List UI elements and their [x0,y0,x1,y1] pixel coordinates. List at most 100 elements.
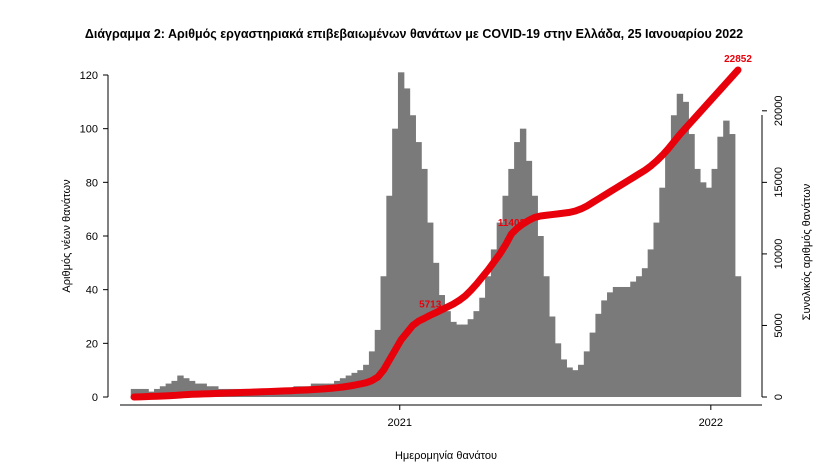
bar [653,222,660,397]
bar [705,187,713,397]
y-right-tick-label: 15000 [773,167,785,198]
bar [531,195,538,397]
bar [171,380,178,397]
y-axis-left-title: Αριθμός νέων θανάτων [61,179,73,293]
bar [583,351,591,397]
bar [450,321,457,397]
bar [368,351,376,397]
bar [514,142,521,397]
bar [432,262,440,397]
bar [159,386,167,397]
bar [438,295,446,397]
y-axis-right-title: Συνολικός αριθμός θανάτων [801,183,813,320]
bar [183,378,190,397]
bar [136,388,144,397]
bar [589,332,597,397]
y-left-tick-label: 60 [86,231,98,243]
bar [392,128,399,397]
bar [461,324,469,397]
x-tick-label: 2021 [388,417,412,429]
bar [177,375,184,397]
cumulative-value-label: 22852 [724,54,752,65]
bar [554,343,562,397]
bar [479,297,486,397]
bar [508,168,515,397]
bar [577,364,585,397]
bar [490,249,498,397]
bar [426,222,434,397]
bar [502,195,509,397]
bar [409,115,416,397]
cumulative-value-label: 5713 [419,299,442,310]
bar [537,236,544,397]
cumulative-deaths-line [130,66,742,401]
bar [467,319,475,397]
bar [386,195,393,397]
bar [403,88,411,398]
bar [543,276,550,397]
bar [456,324,463,397]
bar [130,388,138,397]
y-left-tick-label: 120 [80,70,98,82]
bar [165,383,173,397]
bar [618,286,626,397]
y-left-tick-label: 100 [80,124,98,136]
chart-title: Διάγραμμα 2: Αριθμός εργαστηριακά επιβεβ… [84,27,744,41]
bar [734,276,742,397]
bar [194,383,202,397]
bar [607,292,614,397]
bar [421,168,428,397]
y-right-tick-label: 20000 [773,96,785,127]
bar [636,276,643,397]
bar [142,388,149,397]
bar [188,380,196,397]
y-left-tick-label: 0 [92,392,98,404]
bar [717,136,724,397]
bar [624,286,631,397]
bar [699,182,707,397]
bar [676,93,684,398]
bar [711,168,718,397]
y-axis-left-ticks: 0 20 40 60 80 100 120 [80,70,108,404]
y-left-tick-label: 80 [86,177,98,189]
bar [601,300,608,397]
bar [397,72,405,398]
cumulative-value-label: 11403 [498,218,526,229]
bar [496,222,504,397]
y-left-tick-label: 20 [86,338,98,350]
y-right-tick-label: 5000 [773,313,785,337]
bar [688,134,695,398]
x-axis-title: Ημερομηνία θανάτου [395,450,497,462]
bar [641,268,649,397]
bar [374,329,382,397]
bar [630,281,637,397]
bar [595,313,602,397]
bar [200,383,207,397]
daily-deaths-bars [130,72,742,398]
x-tick-label: 2022 [699,417,723,429]
bar [572,370,579,397]
bar [525,160,533,397]
bar [728,134,736,398]
y-axis-right-ticks: 0 5000 10000 15000 20000 [762,96,785,400]
bar [473,311,480,397]
bar [415,142,422,397]
bar [694,168,701,397]
bar [444,311,451,397]
bar [665,150,672,397]
bar [560,359,567,397]
bar [647,249,655,397]
bar [485,276,492,397]
x-axis-ticks: 2021 2022 [388,405,723,429]
bar [723,120,730,397]
y-left-tick-label: 40 [86,285,98,297]
y-right-tick-label: 0 [773,394,785,400]
bar [670,115,678,397]
bar [519,128,527,397]
bar [566,367,573,397]
bar [612,286,620,397]
bar [682,101,689,397]
bar [548,316,556,397]
y-right-tick-label: 10000 [773,239,785,270]
